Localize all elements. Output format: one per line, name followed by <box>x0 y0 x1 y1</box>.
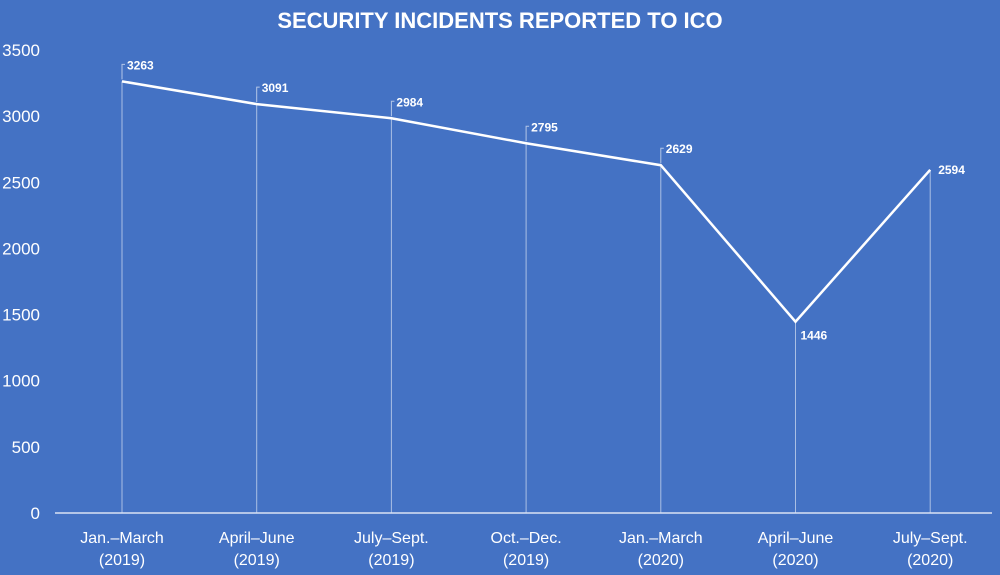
y-tick-label: 500 <box>12 438 40 457</box>
chart-title: SECURITY INCIDENTS REPORTED TO ICO <box>277 8 722 33</box>
leader-line <box>525 125 530 142</box>
data-label: 1446 <box>801 329 828 343</box>
data-label: 2629 <box>666 142 693 156</box>
y-tick-label: 1000 <box>2 372 40 391</box>
leader-line <box>256 86 260 103</box>
series-line <box>121 80 932 324</box>
y-tick-label: 3500 <box>2 41 40 60</box>
data-label: 2795 <box>531 120 558 134</box>
y-tick-label: 1500 <box>2 306 40 325</box>
data-label: 2984 <box>396 95 423 109</box>
x-tick-label: April–June (2019) <box>219 530 295 569</box>
data-label: 3263 <box>127 58 154 72</box>
data-label: 2594 <box>938 163 965 177</box>
y-tick-label: 2000 <box>2 239 40 258</box>
y-tick-label: 2500 <box>2 173 40 192</box>
x-axis: Jan.–March (2019) April–June (2019) July–Sep… <box>80 530 967 569</box>
y-tick-label: 0 <box>31 504 40 523</box>
leader-line <box>390 100 395 117</box>
x-tick-label: Jan.–March (2020) <box>619 530 703 569</box>
drop-lines <box>121 81 931 513</box>
x-tick-label: July–Sept. (2020) <box>893 530 968 569</box>
data-label: 3091 <box>262 81 289 95</box>
data-labels: 3263 3091 2984 2795 2629 1446 2594 <box>121 58 965 343</box>
x-tick-label: July–Sept. (2019) <box>354 530 429 569</box>
leader-line <box>660 147 664 164</box>
leader-line <box>121 63 125 80</box>
x-tick-label: April–June (2020) <box>758 530 834 569</box>
x-tick-label: Oct.–Dec. (2019) <box>491 530 562 569</box>
x-tick-label: Jan.–March (2019) <box>80 530 164 569</box>
y-axis: 0 500 1000 1500 2000 2500 3000 3500 <box>2 41 40 523</box>
y-tick-label: 3000 <box>2 107 40 126</box>
